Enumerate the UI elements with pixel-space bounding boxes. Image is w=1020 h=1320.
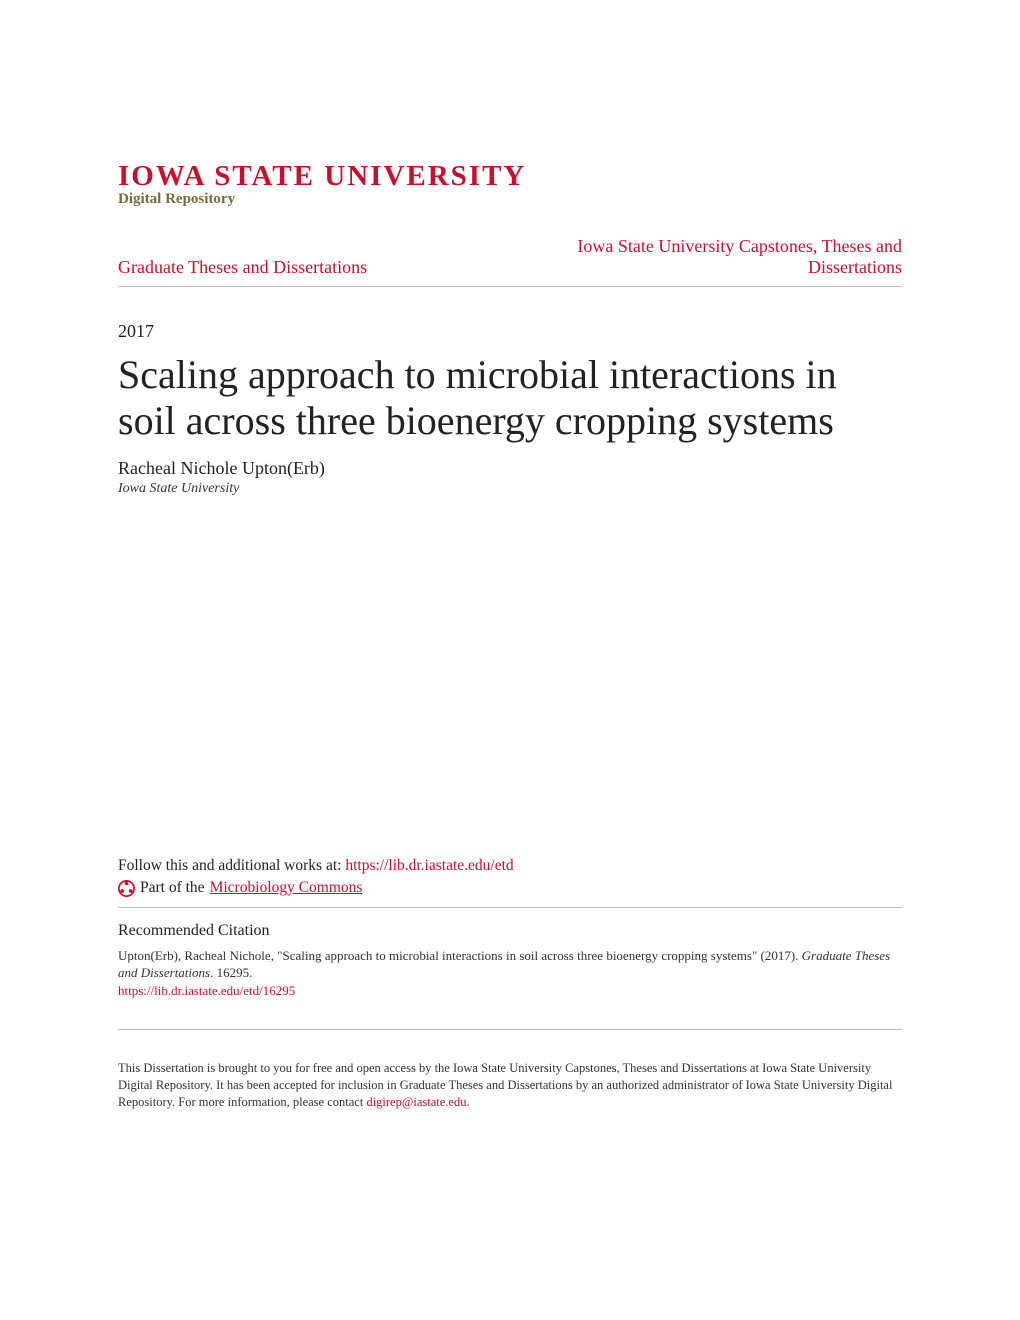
- citation-heading: Recommended Citation: [118, 920, 902, 942]
- author-name: Racheal Nichole Upton(Erb): [118, 458, 902, 479]
- document-title: Scaling approach to microbial interactio…: [118, 352, 902, 444]
- breadcrumb-row: Graduate Theses and Dissertations Iowa S…: [118, 236, 902, 287]
- citation-text: Upton(Erb), Racheal Nichole, "Scaling ap…: [118, 947, 902, 982]
- repository-url-link[interactable]: https://lib.dr.iastate.edu/etd: [345, 857, 513, 874]
- citation-url-link[interactable]: https://lib.dr.iastate.edu/etd/16295: [118, 983, 295, 998]
- citation-part2: . 16295.: [210, 965, 252, 980]
- collection-link-right[interactable]: Iowa State University Capstones, Theses …: [542, 236, 902, 278]
- commons-link[interactable]: Microbiology Commons: [210, 879, 363, 897]
- publication-year: 2017: [118, 321, 902, 342]
- collection-link-left[interactable]: Graduate Theses and Dissertations: [118, 257, 367, 278]
- follow-prefix: Follow this and additional works at:: [118, 857, 345, 874]
- part-of-line: Part of the Microbiology Commons: [118, 879, 902, 897]
- network-icon: [118, 880, 135, 897]
- university-name: Iowa State University: [118, 160, 902, 193]
- repository-subtitle: Digital Repository: [118, 191, 902, 208]
- disclaimer-text: This Dissertation is brought to you for …: [118, 1061, 892, 1109]
- logo-block: Iowa State University Digital Repository: [118, 160, 902, 208]
- disclaimer-suffix: .: [466, 1095, 469, 1109]
- author-affiliation: Iowa State University: [118, 481, 902, 497]
- citation-part1: Upton(Erb), Racheal Nichole, "Scaling ap…: [118, 948, 802, 963]
- contact-email-link[interactable]: digirep@iastate.edu: [366, 1095, 466, 1109]
- disclaimer-block: This Dissertation is brought to you for …: [118, 1060, 902, 1111]
- citation-block: Recommended Citation Upton(Erb), Racheal…: [118, 920, 902, 1030]
- part-of-prefix: Part of the: [140, 879, 205, 897]
- follow-block: Follow this and additional works at: htt…: [118, 857, 902, 908]
- follow-line: Follow this and additional works at: htt…: [118, 857, 902, 875]
